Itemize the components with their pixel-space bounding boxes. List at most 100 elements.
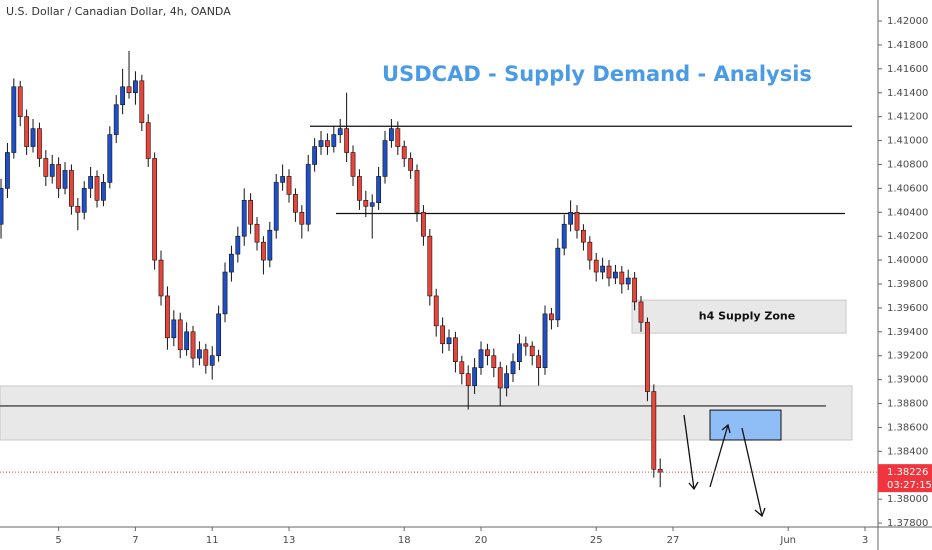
y-tick-label: 1.39800 (887, 279, 928, 290)
candle-body (203, 349, 209, 366)
arrows (683, 414, 766, 518)
y-tick-label: 1.40200 (887, 231, 928, 242)
candle-body (30, 128, 36, 147)
candle-body (254, 223, 260, 243)
candle-body (113, 104, 119, 135)
candle-body (619, 271, 625, 285)
candle-body (376, 176, 382, 204)
y-tick-label: 1.41400 (887, 88, 928, 99)
candle-body (606, 265, 612, 279)
candle-body (235, 235, 241, 255)
candle-body (446, 337, 452, 345)
candle-body (440, 325, 446, 345)
y-tick-label: 1.37800 (887, 518, 928, 529)
candle-body (587, 241, 593, 261)
candle-body (293, 194, 298, 213)
candle-body (261, 241, 266, 261)
candle-body (638, 301, 644, 323)
candle-body (337, 128, 343, 135)
y-tick-label: 1.40400 (887, 207, 928, 218)
symbol-info: U.S. Dollar / Canadian Dollar, 4h, OANDA (6, 5, 231, 18)
candle-body (158, 259, 164, 297)
candle-body (568, 211, 574, 225)
candle-body (56, 164, 62, 189)
y-tick-label: 1.38000 (887, 494, 928, 505)
last-price-label: 1.38226 (887, 467, 928, 478)
candle-body (593, 259, 599, 273)
y-tick-label: 1.39600 (887, 303, 928, 314)
candle-body (344, 128, 350, 153)
arrow (741, 427, 766, 518)
y-tick-label: 1.39400 (887, 327, 928, 338)
candle-body (497, 367, 503, 389)
x-tick-label: 25 (590, 535, 603, 546)
candle-body (645, 321, 650, 392)
candle-body (126, 86, 132, 94)
candle-body (459, 361, 465, 374)
candle-body (408, 158, 414, 171)
zone (709, 409, 782, 441)
x-tick-label: 20 (475, 535, 488, 546)
y-tick-label: 1.40600 (887, 183, 928, 194)
x-tick-label: 11 (206, 535, 219, 546)
candle-body (517, 343, 522, 362)
candle-body (197, 349, 202, 359)
y-tick-label: 1.41600 (887, 64, 928, 75)
candle-body (209, 355, 215, 366)
candle-body (216, 313, 222, 357)
candle-body (81, 188, 87, 213)
candle-body (171, 319, 177, 339)
candle-body (43, 158, 49, 177)
candle-body (305, 164, 311, 225)
candle-body (17, 86, 23, 117)
candle-body (280, 176, 286, 183)
candle-body (312, 146, 318, 165)
x-tick-label: 3 (862, 535, 868, 546)
candle-body (133, 80, 138, 94)
arrow (683, 414, 699, 491)
candle-body (504, 373, 510, 389)
candle-body (561, 223, 567, 249)
candle-body (184, 331, 190, 351)
candle-body (69, 170, 74, 207)
y-tick-label: 1.41000 (887, 136, 928, 147)
candle-body (401, 146, 407, 159)
candle-body (369, 202, 375, 207)
candle-body (101, 182, 106, 201)
candle-body (37, 128, 42, 159)
candle-body (241, 200, 247, 237)
candle-body (177, 319, 183, 351)
candle-body (529, 345, 535, 357)
candle-body (395, 128, 401, 147)
candle-body (152, 158, 158, 261)
x-tick-label: 13 (283, 535, 296, 546)
candle-body (536, 355, 542, 368)
candle-body (574, 211, 580, 231)
candle-body (139, 80, 145, 123)
last-price-box (878, 464, 932, 493)
candle-body (24, 116, 30, 147)
candle-body (491, 355, 497, 368)
candle-body (273, 182, 279, 231)
candle-body (357, 176, 362, 201)
y-tick-label: 1.40000 (887, 255, 928, 266)
y-tick-label: 1.39200 (887, 351, 928, 362)
candle-body (248, 200, 254, 225)
candle-body (94, 176, 100, 201)
candle-body (286, 176, 292, 195)
candle-body (549, 313, 554, 321)
candle-body (427, 235, 433, 297)
candle-body (542, 313, 548, 368)
y-tick-label: 1.41200 (887, 112, 928, 123)
x-tick-label: 7 (132, 535, 138, 546)
y-tick-label: 1.38800 (887, 399, 928, 410)
candle-body (331, 134, 337, 147)
candle-body (600, 265, 606, 273)
candle-body (318, 140, 324, 147)
countdown: 03:27:15 (887, 480, 932, 491)
candle-body (62, 170, 68, 189)
y-tick-label: 1.40800 (887, 159, 928, 170)
candle-body (325, 140, 330, 147)
candle-body (350, 152, 356, 177)
